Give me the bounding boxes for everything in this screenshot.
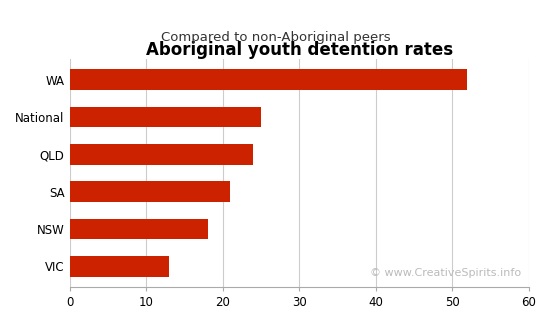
Bar: [70, 256, 169, 277]
Bar: [70, 219, 208, 239]
Bar: [70, 144, 253, 165]
Bar: [70, 69, 467, 90]
Bar: [70, 107, 261, 127]
Bar: [70, 181, 230, 202]
Title: Aboriginal youth detention rates: Aboriginal youth detention rates: [145, 41, 453, 59]
Text: © www.CreativeSpirits.info: © www.CreativeSpirits.info: [370, 268, 521, 278]
Text: Compared to non-Aboriginal peers: Compared to non-Aboriginal peers: [161, 31, 390, 44]
